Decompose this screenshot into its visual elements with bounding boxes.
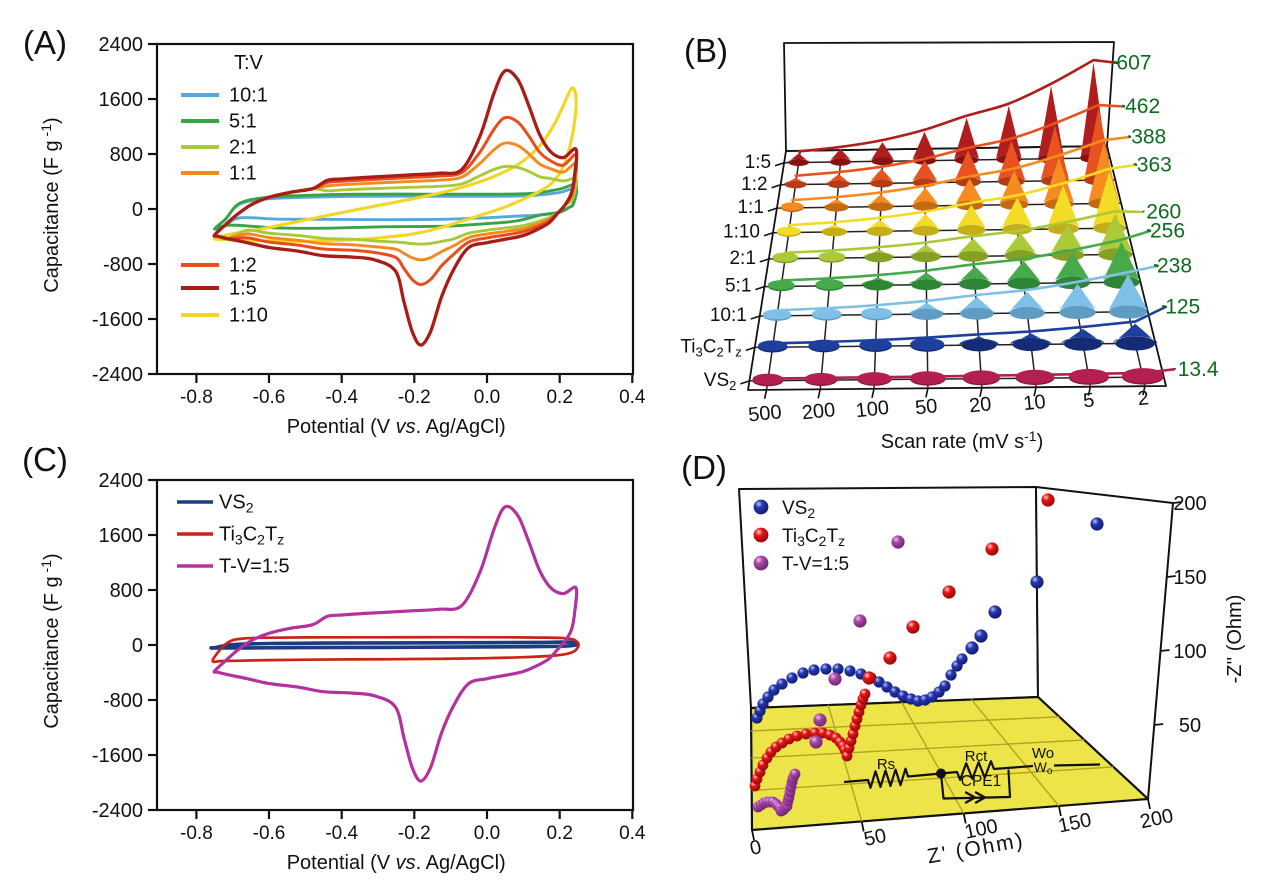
svg-text:10:1: 10:1 xyxy=(710,305,747,326)
svg-text:0.0: 0.0 xyxy=(474,823,500,844)
svg-text:1:10: 1:10 xyxy=(229,305,268,327)
svg-text:-Z'' (Ohm): -Z'' (Ohm) xyxy=(1224,595,1246,684)
svg-text:607: 607 xyxy=(1116,52,1151,75)
svg-text:5: 5 xyxy=(1082,389,1095,412)
svg-text:20: 20 xyxy=(968,393,992,417)
svg-text:50: 50 xyxy=(1179,715,1201,737)
svg-text:50: 50 xyxy=(862,825,888,851)
svg-text:2400: 2400 xyxy=(99,34,144,56)
svg-text:1:5: 1:5 xyxy=(745,152,771,173)
svg-text:1:2: 1:2 xyxy=(741,174,767,195)
svg-text:100: 100 xyxy=(855,397,890,422)
svg-text:2:1: 2:1 xyxy=(729,248,755,269)
svg-text:T-V=1:5: T-V=1:5 xyxy=(782,554,849,575)
svg-text:1600: 1600 xyxy=(99,525,144,547)
svg-text:500: 500 xyxy=(747,401,782,426)
svg-text:0: 0 xyxy=(748,836,763,860)
svg-text:1:2: 1:2 xyxy=(229,255,257,277)
svg-text:-0.6: -0.6 xyxy=(253,387,286,408)
svg-text:125: 125 xyxy=(1165,296,1200,319)
svg-text:2: 2 xyxy=(1137,387,1150,410)
svg-text:-2400: -2400 xyxy=(92,800,143,822)
svg-text:0.2: 0.2 xyxy=(546,823,572,844)
svg-text:(A): (A) xyxy=(23,24,67,61)
svg-text:-0.8: -0.8 xyxy=(180,387,213,408)
svg-text:Wo: Wo xyxy=(1032,745,1054,762)
svg-text:(C): (C) xyxy=(22,441,68,478)
svg-text:-0.4: -0.4 xyxy=(325,823,358,844)
svg-text:0.0: 0.0 xyxy=(474,387,500,408)
svg-text:-2400: -2400 xyxy=(92,364,143,386)
svg-text:T:V: T:V xyxy=(234,52,264,74)
svg-text:-0.2: -0.2 xyxy=(398,823,431,844)
svg-text:800: 800 xyxy=(110,144,143,166)
svg-text:100: 100 xyxy=(1173,641,1206,663)
svg-text:Scan rate (mV s-1): Scan rate (mV s-1) xyxy=(881,428,1044,453)
svg-text:-800: -800 xyxy=(103,254,143,276)
svg-text:-1600: -1600 xyxy=(92,745,143,767)
svg-text:0.4: 0.4 xyxy=(619,823,646,844)
svg-text:0: 0 xyxy=(132,199,143,221)
svg-text:800: 800 xyxy=(110,580,143,602)
svg-text:363: 363 xyxy=(1137,154,1172,177)
svg-text:Rs: Rs xyxy=(877,756,895,773)
svg-text:0.2: 0.2 xyxy=(546,387,572,408)
svg-text:1600: 1600 xyxy=(99,89,144,111)
svg-text:10:1: 10:1 xyxy=(229,85,268,107)
svg-text:1:1: 1:1 xyxy=(737,197,763,218)
svg-text:260: 260 xyxy=(1146,201,1181,224)
svg-text:-0.8: -0.8 xyxy=(180,823,213,844)
svg-text:0: 0 xyxy=(132,635,143,657)
svg-text:Ti3C2Tz: Ti3C2Tz xyxy=(782,526,845,549)
svg-text:VS2: VS2 xyxy=(704,370,737,393)
svg-text:150: 150 xyxy=(1173,567,1206,589)
svg-text:-1600: -1600 xyxy=(92,309,143,331)
svg-text:200: 200 xyxy=(801,399,836,424)
svg-text:5:1: 5:1 xyxy=(229,111,257,133)
svg-text:13.4: 13.4 xyxy=(1178,358,1219,381)
svg-text:2400: 2400 xyxy=(99,470,144,492)
svg-text:1:10: 1:10 xyxy=(723,222,760,243)
svg-text:-0.6: -0.6 xyxy=(253,823,286,844)
svg-text:5:1: 5:1 xyxy=(725,276,751,297)
svg-text:1:1: 1:1 xyxy=(229,163,257,185)
svg-text:Potential (V vs. Ag/AgCl): Potential (V vs. Ag/AgCl) xyxy=(287,852,506,874)
svg-text:Ti3C2Tz: Ti3C2Tz xyxy=(219,524,284,548)
svg-text:0.4: 0.4 xyxy=(619,387,646,408)
svg-text:VS2: VS2 xyxy=(782,498,815,521)
svg-text:-0.4: -0.4 xyxy=(325,387,358,408)
svg-text:CPE1: CPE1 xyxy=(961,773,1002,790)
svg-text:1:5: 1:5 xyxy=(229,278,257,300)
svg-text:256: 256 xyxy=(1150,220,1185,243)
svg-text:462: 462 xyxy=(1125,95,1160,118)
svg-text:-800: -800 xyxy=(103,690,143,712)
svg-text:(D): (D) xyxy=(681,449,727,486)
svg-text:200: 200 xyxy=(1173,493,1206,515)
svg-text:50: 50 xyxy=(914,395,938,419)
svg-text:(B): (B) xyxy=(684,32,728,69)
svg-text:-0.2: -0.2 xyxy=(398,387,431,408)
svg-text:10: 10 xyxy=(1022,391,1046,415)
svg-text:388: 388 xyxy=(1131,126,1166,149)
svg-text:2:1: 2:1 xyxy=(229,137,257,159)
svg-text:Ti3C2Tz: Ti3C2Tz xyxy=(680,336,741,359)
svg-text:Capacitance (F g -1): Capacitance (F g -1) xyxy=(38,553,63,728)
svg-text:Rct: Rct xyxy=(965,748,988,765)
svg-text:238: 238 xyxy=(1157,255,1192,278)
svg-text:Potential (V vs. Ag/AgCl): Potential (V vs. Ag/AgCl) xyxy=(287,416,506,438)
svg-text:Capacitance (F g -1): Capacitance (F g -1) xyxy=(38,117,63,292)
svg-text:T-V=1:5: T-V=1:5 xyxy=(219,556,290,578)
